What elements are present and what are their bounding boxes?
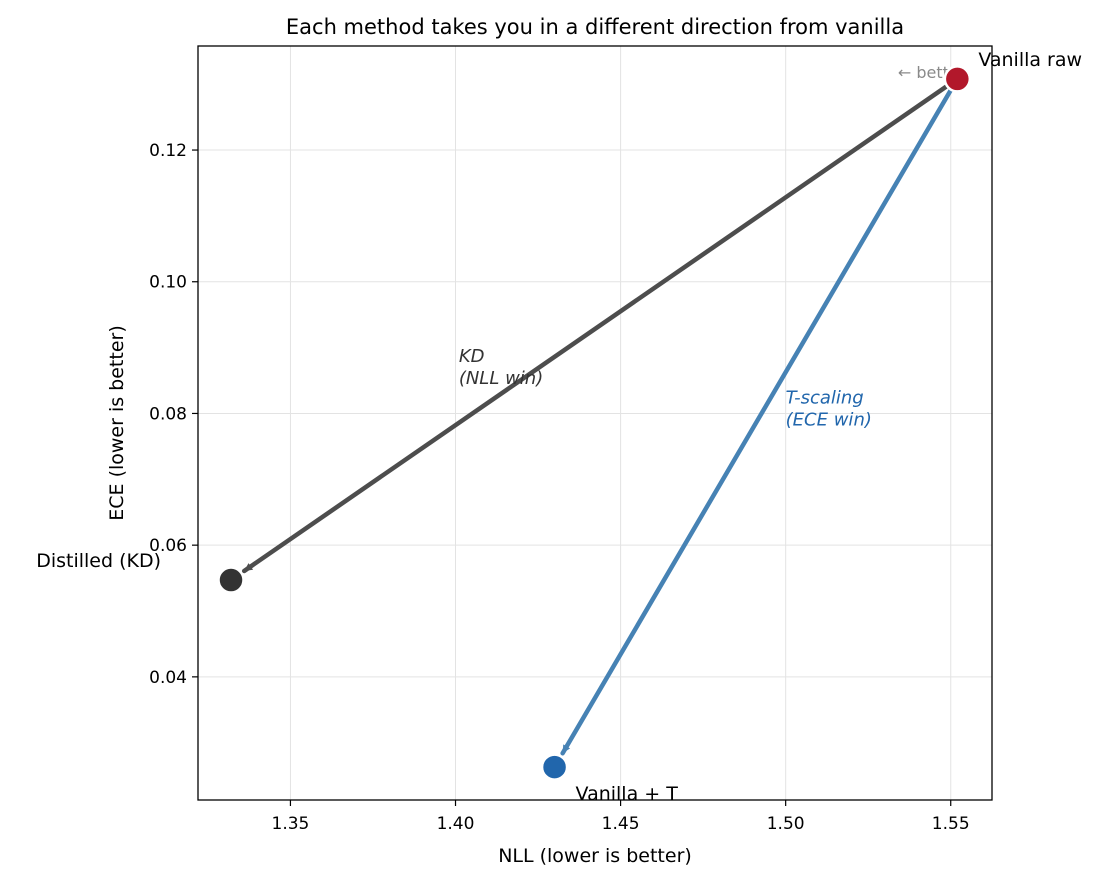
y-tick-label: 0.06 <box>149 536 187 556</box>
data-point <box>217 566 245 594</box>
y-tick-label: 0.10 <box>149 273 187 293</box>
plot-frame <box>197 45 993 801</box>
arrow-line <box>241 83 950 574</box>
arrow-label-line: KD <box>459 346 485 367</box>
arrow-head <box>562 744 571 754</box>
arrow-line <box>560 87 954 756</box>
y-tick-label: 0.04 <box>149 668 187 688</box>
data-point <box>540 753 569 781</box>
x-tick-label: 1.40 <box>437 814 475 834</box>
x-tick-label: 1.35 <box>272 814 310 834</box>
arrow-label-line: T-scaling <box>786 388 864 409</box>
arrow-label: KD (NLL win) <box>459 346 543 389</box>
point-label: Vanilla raw <box>978 49 1082 71</box>
x-ticks: 1.35 1.40 1.45 1.50 1.55 <box>272 800 970 834</box>
y-axis-label: ECE (lower is better) <box>106 325 128 521</box>
y-tick-label: 0.12 <box>149 141 187 161</box>
x-tick-label: 1.45 <box>602 814 640 834</box>
arrow-label-line: (ECE win) <box>786 410 872 431</box>
arrows: KD (NLL win) T-scaling (ECE win) <box>241 83 954 756</box>
y-ticks: 0.04 0.06 0.08 0.10 0.12 <box>149 141 198 688</box>
x-tick-label: 1.50 <box>767 814 805 834</box>
point-label: Vanilla + T <box>576 783 679 805</box>
arrow-label-line: (NLL win) <box>459 368 543 389</box>
arrow-label: T-scaling (ECE win) <box>786 388 872 431</box>
point-label: Distilled (KD) <box>36 550 161 572</box>
arrow-head <box>244 563 254 571</box>
grid <box>198 46 992 800</box>
y-tick-label: 0.08 <box>149 404 187 424</box>
points: Vanilla raw Distilled (KD) Vanilla + T <box>36 49 1082 805</box>
chart-title: Each method takes you in a different dir… <box>286 15 904 39</box>
x-tick-label: 1.55 <box>932 814 970 834</box>
data-point <box>943 65 972 93</box>
x-axis-label: NLL (lower is better) <box>498 845 692 867</box>
